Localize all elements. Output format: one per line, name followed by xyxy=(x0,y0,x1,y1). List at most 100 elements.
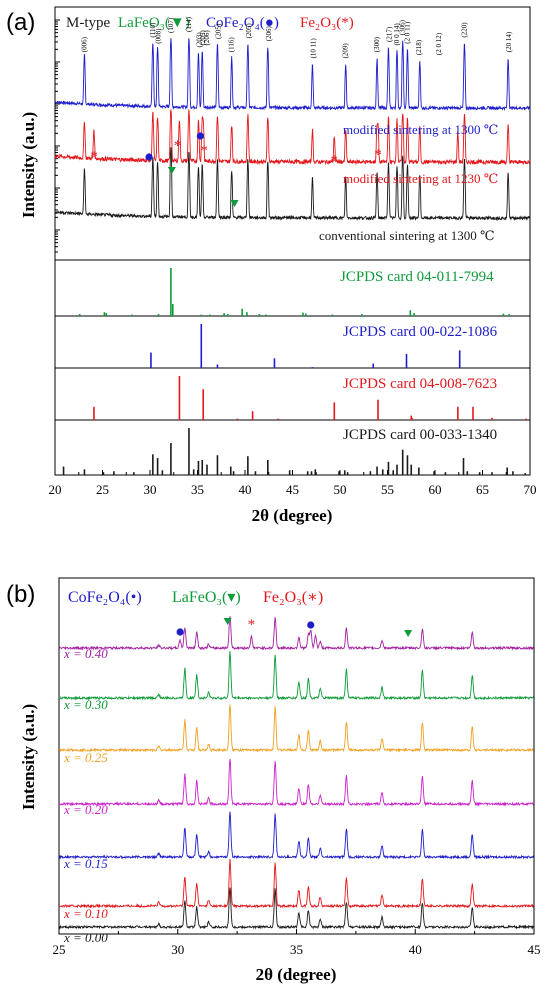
legend-b: CoFe₂O₄(•) LaFeO₃(▾) Fe₂O₃(∗) xyxy=(68,589,323,606)
card-label-green: JCPDS card 04-011-7994 xyxy=(340,269,494,285)
miller-label: (300) xyxy=(373,36,381,52)
miller-label: (206) xyxy=(203,30,211,46)
y-axis-label-b: Intensity (a.u.) xyxy=(19,704,38,810)
legend-cofe2o4: CoFe₂O₄(●) xyxy=(206,15,279,31)
legend-b-cofe2o4: CoFe₂O₄(•) xyxy=(68,589,142,606)
plot-frame-b xyxy=(58,577,535,935)
x-tick-label-a: 45 xyxy=(286,482,299,497)
series-label-b: x = 0.00 xyxy=(63,930,108,945)
trace-0.40 xyxy=(59,616,534,651)
x-tick-label-a: 30 xyxy=(144,482,157,497)
cofe2o4-marker xyxy=(176,628,184,636)
x-axis-ticks-a: 20 25 30 35 40 45 50 55 60 65 70 xyxy=(49,470,537,497)
trace-labels-b: x = 0.40 x = 0.30 x = 0.25 x = 0.20 x = 0.15… xyxy=(63,646,108,945)
miller-label: (2 0 11) xyxy=(403,21,411,44)
x-tick-label-b: 30 xyxy=(171,942,184,957)
trace-conventional-1300 xyxy=(54,147,531,222)
jcpds-reference-cards xyxy=(62,268,528,475)
card-labels: JCPDS card 04-011-7994 JCPDS card 00-022… xyxy=(340,269,498,443)
trace-modified-1230 xyxy=(54,109,531,166)
miller-label: (006) xyxy=(81,36,89,52)
xrd-traces-b xyxy=(58,616,534,930)
trace-0.15 xyxy=(58,811,534,860)
y-axis-label-a: Intensity (a.u.) xyxy=(19,112,38,218)
miller-label: (220) xyxy=(460,22,468,38)
miller-label: (107) xyxy=(167,17,175,33)
x-tick-label-b: 45 xyxy=(528,942,541,957)
fe2o3-marker: * xyxy=(374,147,382,163)
miller-label: (218) xyxy=(415,39,423,55)
label-modified-1300: modified sintering at 1300 ℃ xyxy=(343,122,498,137)
panel-b: (b) 25 30 35 40 45 Intensity (a.u.) 2θ (degr… xyxy=(6,577,541,984)
legend-lafeo3: LaFeO₃(▼) xyxy=(118,15,190,31)
xrd-traces-a xyxy=(54,38,531,222)
cofe2o4-marker xyxy=(196,132,204,140)
fe2o3-marker: * xyxy=(90,149,98,165)
miller-label: (203) xyxy=(195,32,203,48)
miller-label: (217) xyxy=(385,26,393,42)
phase-markers-b: * xyxy=(176,617,413,637)
trace-0.00 xyxy=(58,887,534,930)
miller-label: (114) xyxy=(185,16,193,32)
fe2o3-marker: * xyxy=(200,143,208,159)
x-tick-label-a: 20 xyxy=(49,482,62,497)
series-label-b: x = 0.20 xyxy=(63,802,108,817)
card-label-blue: JCPDS card 00-022-1086 xyxy=(343,324,498,340)
x-tick-label-a: 25 xyxy=(96,482,109,497)
trace-0.20 xyxy=(58,758,534,807)
card-box-red xyxy=(54,367,531,421)
lafeo3-marker xyxy=(223,618,232,625)
cofe2o4-marker xyxy=(307,621,315,629)
miller-label: (116) xyxy=(228,37,236,53)
miller-label: (10 11) xyxy=(309,38,317,59)
cofe2o4-marker xyxy=(145,153,153,161)
series-label-b: x = 0.15 xyxy=(63,856,108,871)
legend-mtype: M-type xyxy=(66,15,111,31)
legend-b-lafeo3: LaFeO₃(▾) xyxy=(172,589,241,606)
series-label-b: x = 0.25 xyxy=(63,750,108,765)
miller-index-labels: (006)(110)(008)(107) (114)(203)(205)(206)… xyxy=(81,16,514,58)
card-label-red: JCPDS card 04-008-7623 xyxy=(343,376,497,392)
panel-label-b: (b) xyxy=(6,581,35,608)
miller-label: (2 0 12) xyxy=(435,32,443,55)
trace-labels-a: modified sintering at 1300 ℃ modified si… xyxy=(319,122,498,243)
legend-a: M-type LaFeO₃(▼) CoFe₂O₄(●) Fe₂O₃(*) xyxy=(66,15,354,31)
miller-label: (205) xyxy=(199,30,207,46)
label-modified-1230: modified sintering at 1230 ℃ xyxy=(343,171,498,186)
card-label-black: JCPDS card 00-033-1340 xyxy=(343,427,497,443)
phase-markers-a: * * * * * xyxy=(90,132,382,207)
x-tick-label-b: 35 xyxy=(290,942,303,957)
x-tick-label-a: 40 xyxy=(239,482,252,497)
trace-modified-1300 xyxy=(54,38,531,111)
lafeo3-marker xyxy=(404,630,413,637)
miller-label: (209) xyxy=(342,43,350,59)
miller-label: (110) xyxy=(149,22,157,38)
x-tick-label-b: 25 xyxy=(53,942,66,957)
lafeo3-marker xyxy=(230,200,239,207)
x-axis-label-a: 2θ (degree) xyxy=(252,506,333,525)
miller-label: (205) xyxy=(245,23,253,39)
x-tick-label-a: 70 xyxy=(524,482,537,497)
x-tick-label-a: 60 xyxy=(429,482,442,497)
miller-label: (008) xyxy=(155,28,163,44)
label-conventional-1300: conventional sintering at 1300 ℃ xyxy=(319,228,495,243)
panel-label-a: (a) xyxy=(6,9,35,36)
x-tick-label-a: 35 xyxy=(191,482,204,497)
x-tick-label-a: 55 xyxy=(381,482,394,497)
x-axis-ticks-b: 25 30 35 40 45 xyxy=(53,929,541,957)
series-label-b: x = 0.30 xyxy=(63,697,108,712)
miller-label: (205) xyxy=(214,23,222,39)
trace-0.30 xyxy=(59,651,534,701)
fe2o3-marker: * xyxy=(248,617,256,633)
series-label-b: x = 0.40 xyxy=(63,646,108,661)
miller-label: (306) xyxy=(399,19,407,35)
y-axis-log-ticks-a xyxy=(55,19,60,253)
lafeo3-marker xyxy=(167,167,176,174)
x-tick-label-a: 50 xyxy=(334,482,347,497)
legend-fe2o3: Fe₂O₃(*) xyxy=(300,15,354,31)
miller-label: (20 14) xyxy=(505,31,513,52)
fe2o3-marker: * xyxy=(331,153,339,169)
x-axis-label-b: 2θ (degree) xyxy=(256,965,337,984)
legend-b-fe2o3: Fe₂O₃(∗) xyxy=(263,589,323,606)
